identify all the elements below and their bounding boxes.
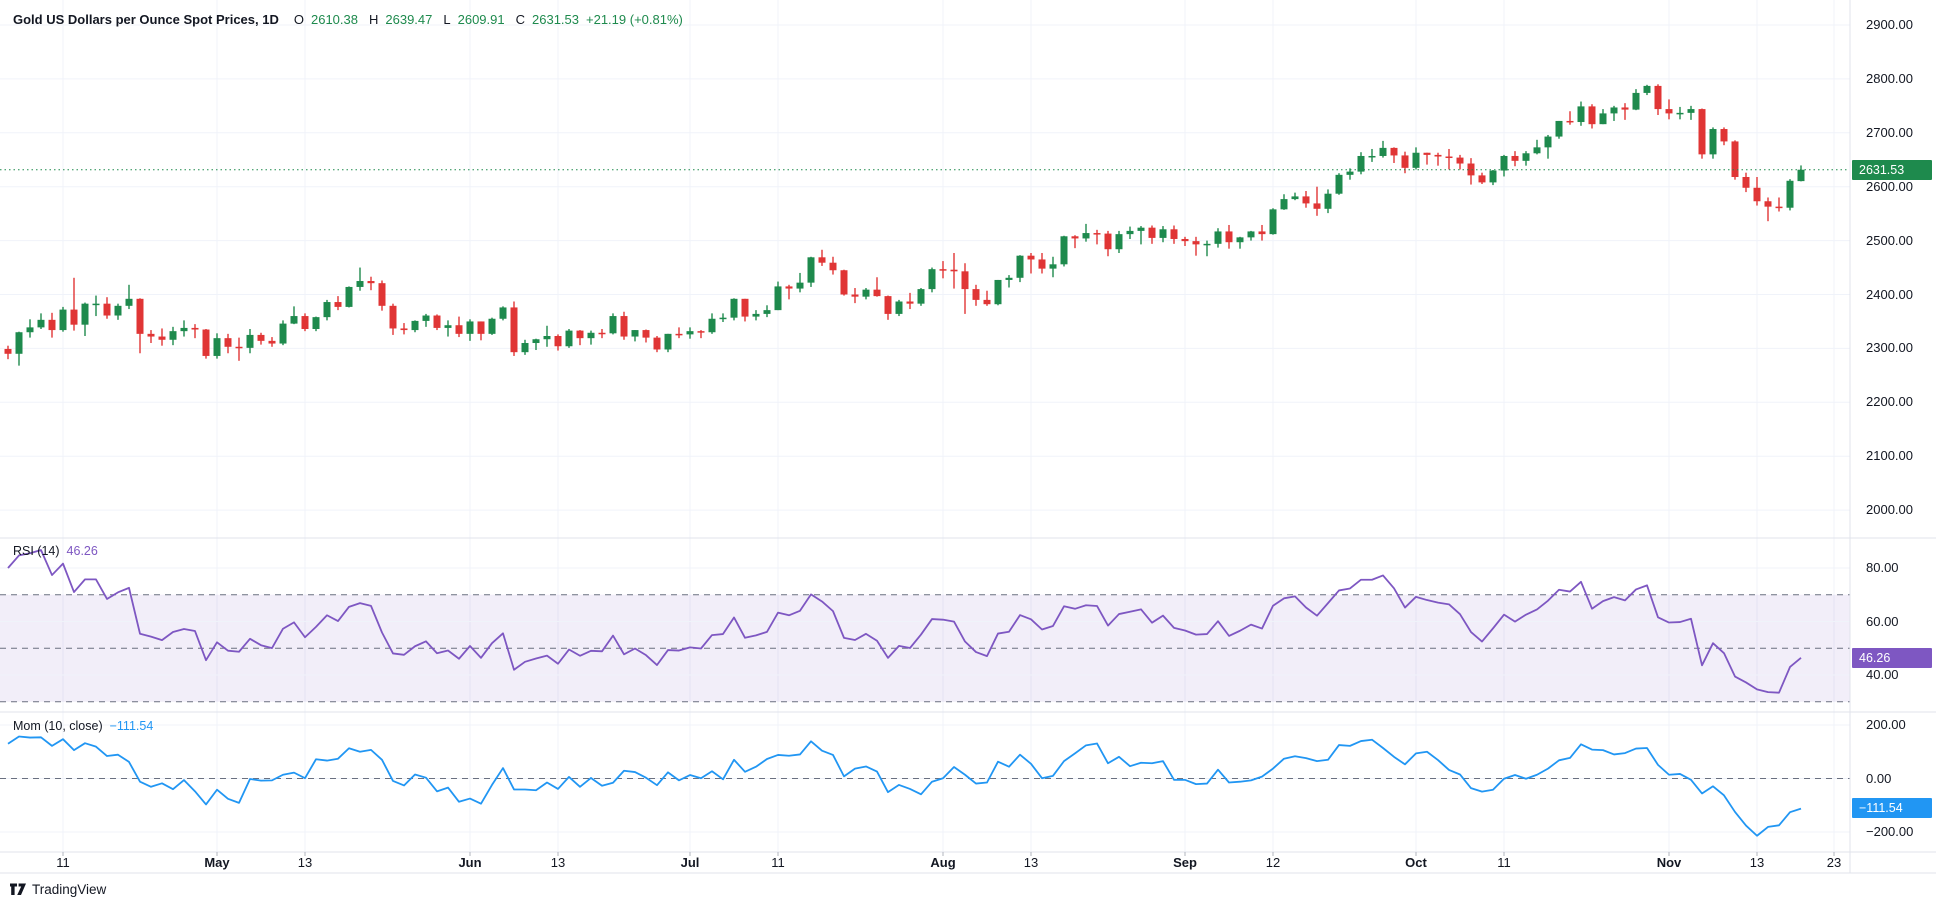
mom-label: Mom (10, close) (13, 719, 103, 733)
price-axis-tick: 2300.00 (1866, 340, 1913, 356)
price-axis-tick: 2900.00 (1866, 17, 1913, 32)
tradingview-logo-text: TradingView (32, 882, 107, 897)
time-axis-tick: 11 (56, 855, 70, 870)
time-axis-tick: 13 (1749, 855, 1765, 870)
low-value: 2609.91 (457, 12, 505, 27)
time-axis-tick: Jun (458, 855, 482, 870)
time-axis-tick: 12 (1265, 855, 1281, 870)
price-axis-tick: 2400.00 (1866, 286, 1913, 302)
price-axis-tick: 2100.00 (1866, 448, 1913, 464)
price-axis-tick: 2700.00 (1866, 124, 1913, 140)
open-key: O (293, 12, 304, 27)
rsi-axis-tick: 60.00 (1866, 613, 1899, 629)
last-price-badge: 2631.53 (1852, 159, 1932, 180)
time-axis-tick: Jul (680, 855, 700, 870)
time-axis-tick: 23 (1826, 855, 1842, 870)
mom-legend[interactable]: Mom (10, close) −111.54 (13, 719, 153, 733)
tradingview-logo[interactable]: TradingView (10, 882, 106, 897)
price-axis-tick: 2000.00 (1866, 502, 1913, 518)
time-axis-tick: 11 (1497, 855, 1511, 870)
rsi-value-badge: 46.26 (1852, 648, 1932, 669)
rsi-value: 46.26 (66, 544, 98, 558)
time-axis-tick: Nov (1656, 855, 1682, 870)
high-value: 2639.47 (385, 12, 433, 27)
mom-axis-tick: −200.00 (1866, 824, 1914, 839)
time-axis-tick: 11 (771, 855, 785, 870)
symbol-legend[interactable]: Gold US Dollars per Ounce Spot Prices, 1… (13, 12, 683, 27)
close-value: 2631.53 (532, 12, 579, 27)
open-value: 2610.38 (310, 12, 358, 27)
mom-axis-tick: 200.00 (1866, 717, 1906, 732)
time-axis-tick: 13 (550, 855, 566, 870)
rsi-axis-tick: 40.00 (1866, 667, 1899, 682)
mom-value: −111.54 (109, 719, 154, 733)
rsi-label: RSI (14) (13, 544, 60, 558)
time-axis-tick: Aug (930, 855, 956, 870)
price-axis-tick: 2800.00 (1866, 70, 1913, 86)
low-key: L (443, 12, 451, 27)
time-axis[interactable] (0, 852, 1850, 873)
mom-axis-tick: 0.00 (1866, 770, 1892, 786)
price-axis-tick: 2600.00 (1866, 178, 1913, 194)
rsi-legend[interactable]: RSI (14) 46.26 (13, 544, 98, 558)
time-axis-tick: 13 (1023, 855, 1039, 870)
time-axis-tick: 13 (297, 855, 313, 870)
time-axis-tick: Sep (1173, 855, 1197, 870)
mom-value-badge: −111.54 (1852, 798, 1932, 819)
change-value: +21.19 (+0.81%) (586, 12, 683, 27)
price-axis-tick: 2500.00 (1866, 232, 1913, 248)
close-key: C (515, 12, 525, 27)
time-axis-tick: May (204, 855, 230, 870)
price-axis-tick: 2200.00 (1866, 394, 1913, 410)
time-axis-tick: Oct (1405, 855, 1427, 870)
symbol-title: Gold US Dollars per Ounce Spot Prices, 1… (13, 12, 279, 27)
high-key: H (368, 12, 379, 27)
rsi-axis-tick: 80.00 (1866, 560, 1899, 575)
tradingview-logo-icon (10, 883, 26, 895)
